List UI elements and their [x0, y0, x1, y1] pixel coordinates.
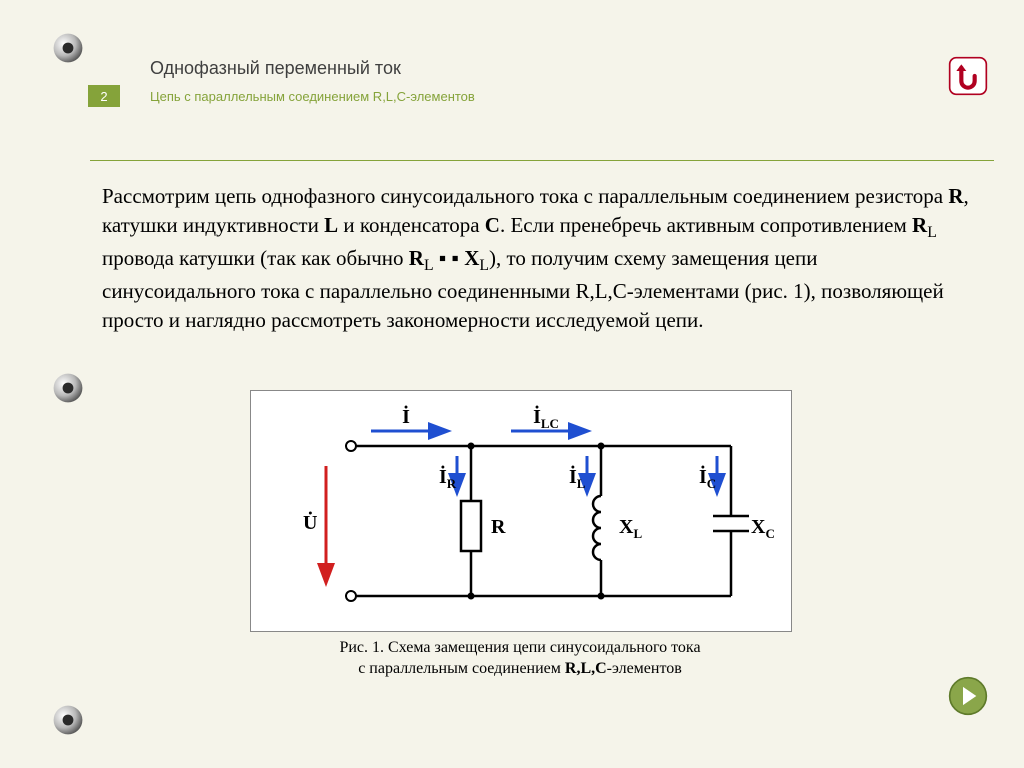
text: провода катушки (так как обычно: [102, 246, 409, 270]
svg-text:U̇: U̇: [303, 510, 317, 534]
text-bold: R: [948, 184, 963, 208]
binder-hole-icon: [50, 702, 86, 738]
svg-text:R: R: [491, 516, 506, 538]
figure-caption: Рис. 1. Схема замещения цепи синусоидаль…: [250, 638, 790, 680]
text-sub: L: [479, 257, 489, 274]
binder-hole-icon: [50, 370, 86, 406]
next-button[interactable]: [948, 676, 988, 716]
text-bold: X: [464, 246, 479, 270]
text-bold: C: [485, 213, 500, 237]
text: . Если пренебречь активным сопротивление…: [500, 213, 912, 237]
caption-line2c: -элементов: [607, 660, 682, 677]
svg-text:XC: XC: [751, 516, 775, 541]
caption-line1: Рис. 1. Схема замещения цепи синусоидаль…: [339, 639, 700, 656]
circuit-diagram: İ İLC İR İL İC U̇ R XL XC: [250, 390, 792, 632]
svg-text:İC: İC: [699, 464, 716, 491]
slide: Однофазный переменный ток 2 Цепь с парал…: [0, 0, 1024, 768]
svg-text:XL: XL: [619, 516, 642, 541]
svg-text:İLC: İLC: [533, 404, 559, 431]
body-paragraph: Рассмотрим цепь однофазного синусоидальн…: [102, 182, 974, 335]
text-sub: L: [927, 224, 937, 241]
text: Рассмотрим цепь однофазного синусоидальн…: [102, 184, 948, 208]
slide-subtitle: Цепь с параллельным соединением R,L,C-эл…: [150, 89, 475, 104]
svg-text:İ: İ: [402, 404, 410, 428]
slide-title: Однофазный переменный ток: [150, 58, 964, 79]
text: ▪ ▪: [434, 246, 465, 270]
header: Однофазный переменный ток 2 Цепь с парал…: [150, 58, 964, 107]
caption-line2b: R,L,C: [565, 660, 607, 677]
text-bold: R: [409, 246, 424, 270]
text-bold: R: [912, 213, 927, 237]
page-number-badge: 2: [88, 85, 120, 107]
caption-line2a: с параллельным соединением: [358, 660, 565, 677]
subtitle-bar: 2 Цепь с параллельным соединением R,L,C-…: [150, 85, 964, 107]
text-bold: L: [324, 213, 338, 237]
svg-text:İL: İL: [569, 464, 586, 491]
text: и конденсатора: [338, 213, 485, 237]
binder-hole-icon: [50, 30, 86, 66]
text-sub: L: [424, 257, 434, 274]
svg-text:İR: İR: [439, 464, 457, 491]
figure: İ İLC İR İL İC U̇ R XL XC Рис. 1. Схема …: [250, 390, 790, 680]
separator-line: [90, 160, 994, 161]
